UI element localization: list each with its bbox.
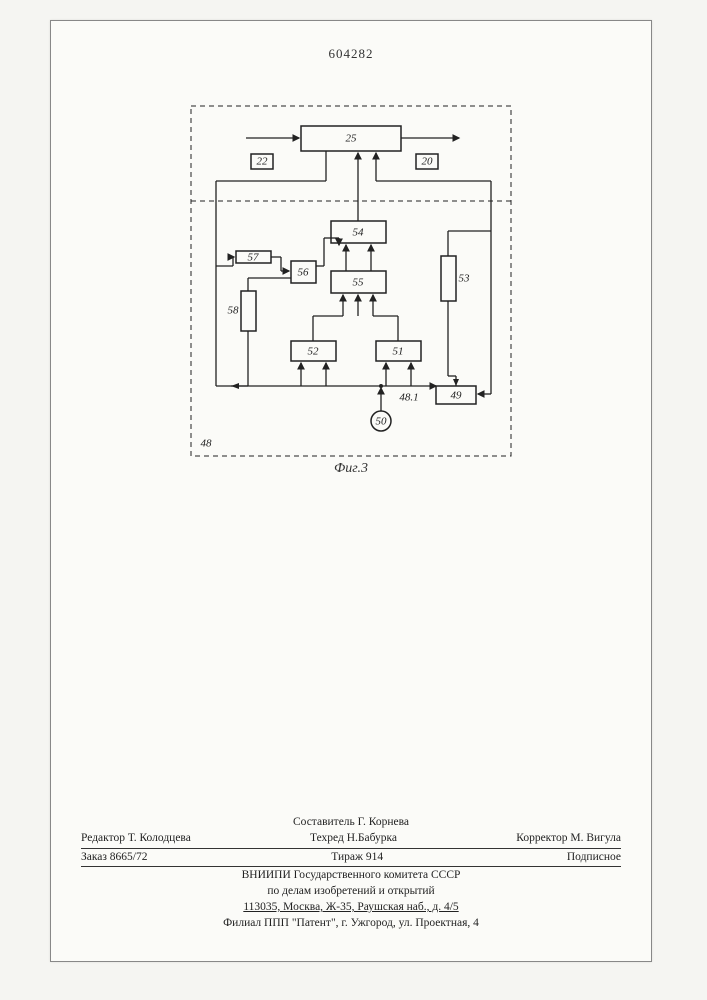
footer-corrector: Корректор М. Вигула xyxy=(516,830,621,846)
footer-addr1: 113035, Москва, Ж-35, Раушская наб., д. … xyxy=(81,899,621,915)
block-50-label: 50 xyxy=(376,416,388,428)
block-58-label: 58 xyxy=(228,305,240,317)
footer-order: Заказ 8665/72 xyxy=(81,849,148,865)
footer-editor: Редактор Т. Колодцева xyxy=(81,830,191,846)
block-52-label: 52 xyxy=(308,346,320,358)
document-number: 604282 xyxy=(51,46,651,62)
block-51-label: 51 xyxy=(393,346,404,358)
block-25-label: 25 xyxy=(346,133,358,145)
footer-org1: ВНИИПИ Государственного комитета СССР xyxy=(81,867,621,883)
footer-org2: по делам изобретений и открытий xyxy=(81,883,621,899)
footer-compiler: Составитель Г. Корнева xyxy=(81,814,621,830)
footer-addr2: Филиал ППП "Патент", г. Ужгород, ул. Про… xyxy=(81,915,621,931)
block-57-label: 57 xyxy=(248,252,260,264)
footer-tech-editor: Техред Н.Бабурка xyxy=(310,830,397,846)
block-55-label: 55 xyxy=(353,277,365,289)
label-22: 22 xyxy=(257,156,269,168)
label-48: 48 xyxy=(201,438,213,450)
footer-subscription: Подписное xyxy=(567,849,621,865)
circuit-diagram: 25 22 20 54 55 56 xyxy=(181,101,521,461)
figure-caption: Фиг.3 xyxy=(51,461,651,477)
block-54-label: 54 xyxy=(353,227,365,239)
block-49-label: 49 xyxy=(451,390,463,402)
page-frame: 604282 25 22 20 54 xyxy=(50,20,652,962)
label-20: 20 xyxy=(422,156,434,168)
block-56-label: 56 xyxy=(298,267,310,279)
block-53-label: 53 xyxy=(459,273,471,285)
label-481: 48.1 xyxy=(399,392,418,404)
footer-block: Составитель Г. Корнева Редактор Т. Колод… xyxy=(81,814,621,931)
footer-circulation: Тираж 914 xyxy=(331,849,383,865)
